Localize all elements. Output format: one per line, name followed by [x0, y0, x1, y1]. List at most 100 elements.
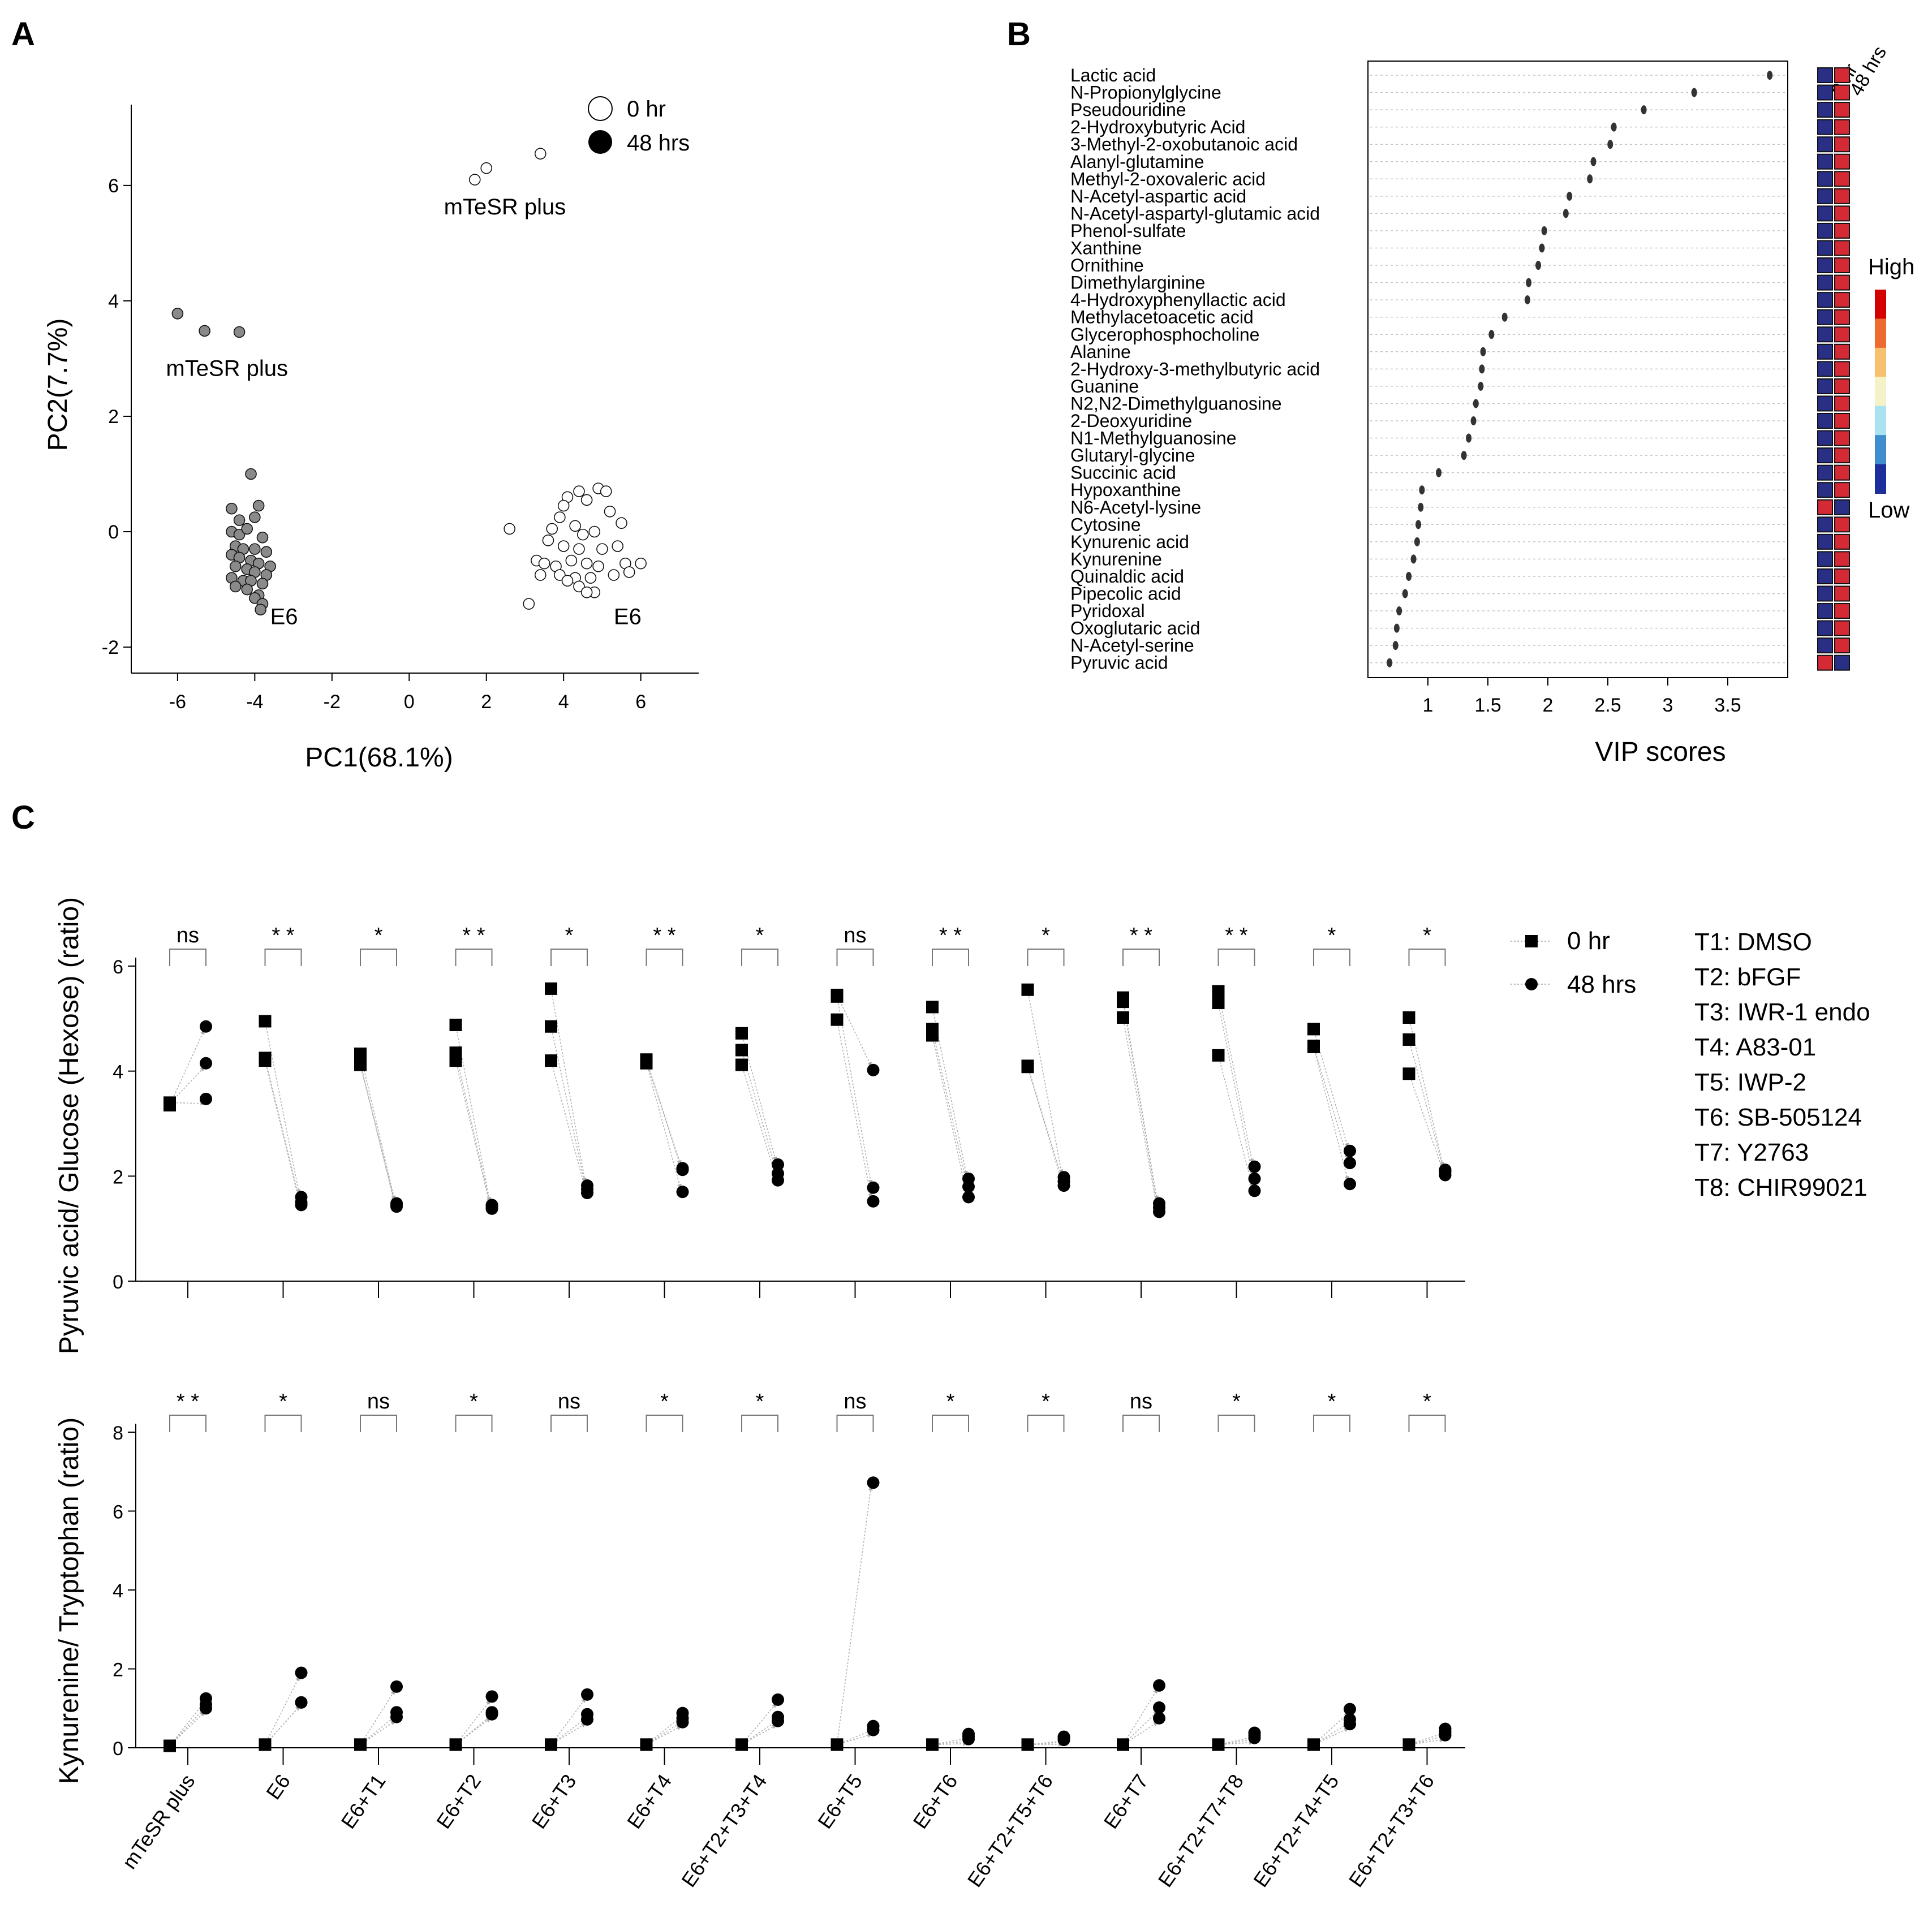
vip-point — [1691, 88, 1697, 97]
heatmap-cell-48hrs — [1834, 205, 1850, 222]
pair-connector — [1409, 1735, 1444, 1746]
heatmap-cell-48hrs — [1834, 585, 1850, 602]
vip-point — [1607, 140, 1613, 149]
heatmap-cell-48hrs — [1834, 171, 1850, 187]
point-48hrs — [867, 1195, 880, 1208]
point-48hrs — [390, 1200, 403, 1213]
vip-point — [1587, 174, 1593, 184]
pair-connector — [455, 1052, 492, 1204]
point-48hrs — [1344, 1718, 1356, 1731]
metabolite-label: N-Propionylglycine — [1070, 83, 1221, 103]
pair-connector — [1122, 1017, 1159, 1209]
panel-c-legend: 0 hr 48 hrs — [1511, 927, 1636, 998]
point-48hrs — [295, 1666, 308, 1679]
heatmap-cell-48hrs — [1834, 274, 1850, 291]
point-48hrs — [867, 1723, 880, 1736]
pair-connector — [1122, 1688, 1158, 1745]
x-category-label: E6+T2+T5+T6 — [963, 1770, 1057, 1891]
significance-bracket — [1217, 949, 1255, 966]
heatmap-cell-48hrs — [1834, 309, 1850, 325]
vip-point — [1767, 71, 1773, 80]
pca-point — [623, 566, 635, 578]
metabolite-label: Cytosine — [1070, 514, 1141, 535]
metabolite-label: Oxoglutaric acid — [1070, 618, 1200, 639]
point-48hrs — [1248, 1160, 1261, 1173]
metabolite-label: Alanine — [1070, 342, 1131, 362]
significance-label: * — [1328, 1390, 1336, 1414]
heatmap-cell-48hrs — [1834, 378, 1850, 394]
heatmap-cell-48hrs — [1834, 637, 1850, 654]
point-48hrs — [772, 1174, 784, 1187]
pair-connector — [836, 996, 873, 1185]
heatmap-cell-0hr — [1817, 516, 1833, 533]
significance-bracket — [1027, 1415, 1065, 1432]
point-48hrs — [200, 1702, 212, 1715]
point-48hrs — [1248, 1172, 1261, 1185]
treatment-t2: T2: bFGF — [1694, 963, 1801, 991]
treatment-t4: T4: A83-01 — [1694, 1033, 1816, 1061]
treatment-key: T1: DMSO T2: bFGF T3: IWR-1 endo T4: A83… — [1694, 928, 1870, 1201]
significance-label: ns — [177, 924, 199, 947]
point-0hr — [354, 1048, 367, 1061]
pair-connector — [932, 1741, 968, 1746]
heatmap-cell-0hr — [1817, 482, 1833, 498]
pca-point — [233, 528, 246, 541]
point-0hr — [449, 1018, 462, 1031]
significance-label: * * — [462, 924, 485, 947]
heatmap-cell-0hr — [1817, 292, 1833, 308]
pair-connector — [646, 1726, 682, 1746]
heatmap-cell-0hr — [1817, 603, 1833, 619]
metabolite-label: N-Acetyl-serine — [1070, 635, 1194, 656]
pca-point — [468, 174, 481, 186]
pca-point — [557, 540, 570, 552]
vip-x-tick-label: 2.5 — [1594, 695, 1621, 716]
point-0hr — [1021, 983, 1034, 996]
pca-point — [588, 525, 601, 538]
heatmap-cell-48hrs — [1834, 551, 1850, 567]
point-48hrs — [962, 1733, 975, 1746]
heatmap-cell-0hr — [1817, 153, 1833, 170]
heatmap-cell-0hr — [1817, 188, 1833, 204]
x-category-label: E6+T5 — [813, 1770, 867, 1833]
heatmap-cell-0hr — [1817, 343, 1833, 360]
pca-point — [554, 569, 566, 581]
x-category-label: E6 — [261, 1770, 295, 1804]
significance-label: * — [946, 1390, 955, 1414]
heatmap-cell-0hr — [1817, 413, 1833, 429]
pca-x-tick-label: 0 — [404, 691, 415, 713]
pair-connector — [836, 1485, 873, 1745]
significance-bracket — [360, 949, 397, 966]
point-48hrs — [390, 1710, 403, 1723]
point-48hrs — [772, 1714, 784, 1727]
pca-point — [199, 325, 210, 337]
pca-point — [573, 580, 585, 593]
x-category-label: E6+T4 — [622, 1770, 676, 1833]
pair-connector — [1218, 1735, 1254, 1746]
heatmap-cell-0hr — [1817, 84, 1833, 101]
heatmap-cell-48hrs — [1834, 654, 1850, 671]
metabolite-label: N-Acetyl-aspartyl-glutamic acid — [1070, 203, 1320, 223]
significance-bracket — [1313, 949, 1350, 966]
significance-bracket — [1122, 949, 1160, 966]
pair-connector — [741, 1065, 777, 1178]
pca-x-tick-label: -2 — [324, 691, 341, 713]
significance-bracket — [1313, 1415, 1350, 1432]
metabolite-label: Pipecolic acid — [1070, 584, 1181, 604]
x-category-label: E6+T7 — [1099, 1770, 1153, 1833]
point-48hrs — [772, 1693, 784, 1706]
significance-bracket — [1408, 949, 1446, 966]
heatmap-colorbar-segment — [1875, 406, 1886, 436]
pair-connector — [932, 1736, 968, 1746]
pca-point — [538, 557, 550, 570]
pca-x-axis-label: PC1(68.1%) — [305, 743, 453, 773]
pca-y-tick-label: 2 — [108, 406, 119, 428]
significance-label: * * — [1225, 924, 1247, 947]
heatmap-colorbar-segment — [1875, 464, 1886, 494]
legend-c-label-0hr: 0 hr — [1567, 927, 1610, 955]
pca-point — [580, 494, 593, 506]
significance-label: * * — [653, 924, 675, 947]
pair-connector — [1218, 1740, 1254, 1746]
point-0hr — [1402, 1067, 1415, 1080]
heatmap-cell-48hrs — [1834, 516, 1850, 533]
metabolite-label: N6-Acetyl-lysine — [1070, 497, 1201, 518]
